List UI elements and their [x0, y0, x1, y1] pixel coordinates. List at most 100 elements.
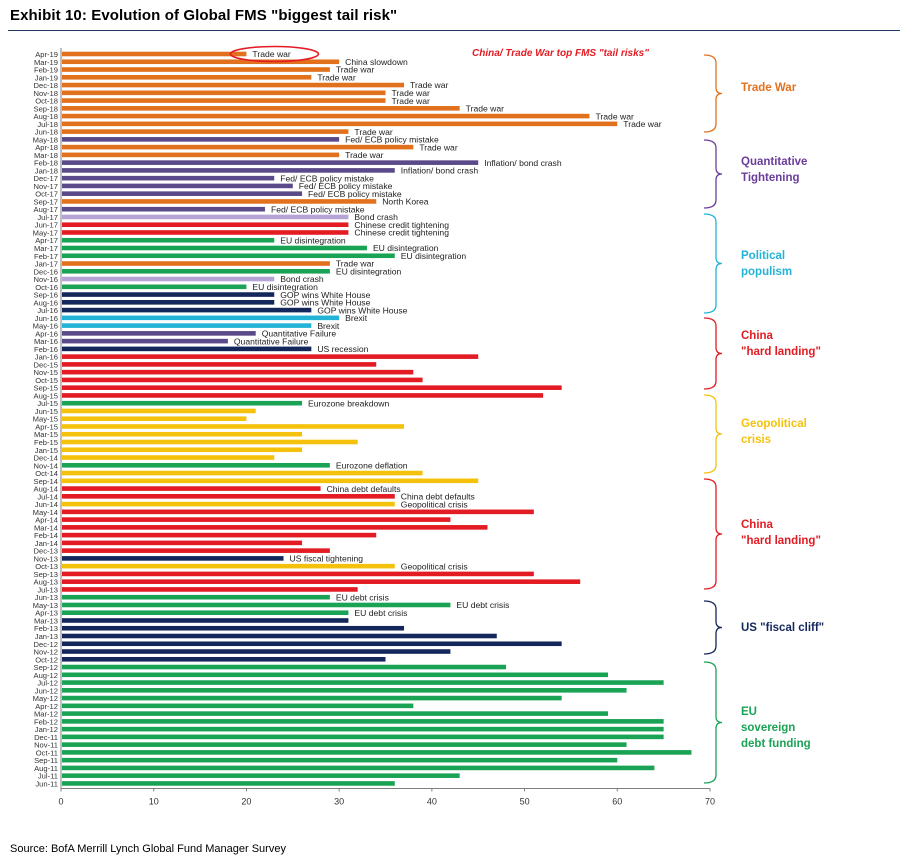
- annotation-text: China/ Trade War top FMS "tail risks": [472, 48, 649, 59]
- category-tick-label: Jul-15: [37, 399, 58, 408]
- bar: [62, 393, 544, 398]
- bar: [62, 633, 497, 639]
- category-tick-label: Oct-18: [35, 97, 58, 106]
- bar: [62, 362, 377, 367]
- bar-data-label: Eurozone breakdown: [308, 398, 389, 408]
- category-tick-label: Dec-15: [34, 360, 58, 369]
- bar: [62, 765, 655, 771]
- category-tick-label: Nov-13: [34, 554, 58, 563]
- bar-data-label: Eurozone deflation: [336, 460, 408, 470]
- category-tick-label: Nov-18: [34, 89, 58, 98]
- group-label: "hard landing": [741, 346, 821, 358]
- category-tick-label: Aug-13: [34, 578, 59, 587]
- bar: [62, 486, 321, 491]
- bar-data-label: Trade war: [595, 111, 634, 121]
- category-tick-label: Apr-19: [35, 50, 58, 59]
- bar-data-label: Trade war: [317, 72, 356, 82]
- bar: [62, 602, 451, 608]
- category-tick-label: Jul-18: [37, 120, 58, 129]
- category-tick-label: May-17: [33, 228, 58, 237]
- bar: [62, 525, 488, 530]
- bar: [62, 594, 330, 600]
- category-tick-label: Jun-13: [35, 593, 58, 602]
- bar: [62, 641, 562, 647]
- category-tick-label: May-12: [33, 694, 58, 703]
- group-bracket: [703, 478, 723, 590]
- bar: [62, 664, 507, 670]
- category-tick-label: Feb-17: [34, 252, 58, 261]
- bar-data-label: Trade war: [336, 65, 375, 75]
- category-tick-label: Oct-13: [35, 562, 58, 571]
- category-tick-label: May-15: [33, 415, 58, 424]
- bar: [62, 74, 312, 80]
- category-tick-label: Mar-18: [34, 151, 58, 160]
- bar: [62, 82, 405, 88]
- bar-data-label: Quantitative Failure: [234, 336, 309, 346]
- bar-data-label: Fed/ ECB policy mistake: [299, 181, 393, 191]
- category-tick-label: Mar-13: [34, 616, 58, 625]
- bar-data-label: Trade war: [354, 127, 393, 137]
- bar-data-label: Bond crash: [354, 212, 398, 222]
- bar: [62, 377, 423, 383]
- bar: [62, 137, 340, 142]
- bar: [62, 501, 395, 507]
- bar: [62, 346, 312, 352]
- category-tick-label: Sep-13: [34, 570, 59, 579]
- category-tick-label: Apr-12: [35, 702, 58, 711]
- bar: [62, 98, 386, 103]
- category-tick-label: Jun-18: [35, 128, 58, 137]
- category-tick-label: Feb-15: [34, 438, 58, 447]
- bar: [62, 726, 664, 732]
- bar-data-label: Trade war: [623, 119, 662, 129]
- bar-data-label: US recession: [317, 344, 368, 354]
- bar-data-label: China slowdown: [345, 57, 408, 67]
- group-label: populism: [741, 266, 792, 278]
- category-tick-label: Aug-17: [34, 205, 59, 214]
- category-tick-label: Feb-18: [34, 159, 58, 168]
- bar-data-label: EU disintegration: [401, 251, 467, 261]
- bar-data-label: Brexit: [345, 313, 368, 323]
- x-tick-label: 40: [427, 796, 437, 806]
- category-tick-label: Jan-16: [35, 353, 58, 362]
- category-tick-label: Oct-16: [35, 283, 58, 292]
- category-tick-label: Oct-11: [36, 748, 58, 757]
- bar: [62, 144, 414, 150]
- bar: [62, 191, 303, 196]
- group-label: debt funding: [741, 738, 811, 750]
- bar: [62, 462, 330, 468]
- category-tick-label: Apr-13: [35, 609, 58, 618]
- category-tick-label: Sep-18: [34, 104, 59, 113]
- category-tick-label: Apr-18: [35, 143, 58, 152]
- bar-data-label: Fed/ ECB policy mistake: [280, 173, 374, 183]
- category-tick-label: Apr-17: [35, 236, 58, 245]
- category-tick-label: Jun-11: [35, 779, 58, 788]
- category-tick-label: Nov-15: [34, 368, 58, 377]
- group-bracket: [703, 661, 723, 784]
- x-tick-label: 10: [149, 796, 159, 806]
- bar: [62, 455, 275, 460]
- bar-data-label: Trade war: [345, 150, 384, 160]
- group-label: Tightening: [741, 172, 800, 184]
- bar-data-label: Trade war: [410, 80, 449, 90]
- category-tick-label: Dec-17: [34, 174, 58, 183]
- bar: [62, 579, 581, 584]
- bar-data-label: EU disintegration: [373, 243, 439, 253]
- bar: [62, 59, 340, 65]
- bar-data-label: Trade war: [419, 142, 458, 152]
- bar: [62, 152, 340, 158]
- category-tick-label: Dec-12: [34, 640, 58, 649]
- category-tick-label: Mar-15: [34, 430, 58, 439]
- bar-data-label: Trade war: [336, 259, 375, 269]
- highlight-ellipse: [229, 45, 320, 63]
- bar-data-label: Trade war: [392, 96, 431, 106]
- category-tick-label: Jun-17: [35, 221, 58, 230]
- category-tick-label: Oct-17: [35, 190, 58, 199]
- category-tick-label: Sep-12: [34, 663, 59, 672]
- x-tick-label: 50: [520, 796, 530, 806]
- bar: [62, 276, 275, 282]
- group-label: EU: [741, 706, 757, 718]
- bar: [62, 338, 228, 344]
- bar-data-label: GOP wins White House: [280, 290, 370, 300]
- bar: [62, 656, 386, 662]
- category-tick-label: Mar-17: [34, 244, 58, 253]
